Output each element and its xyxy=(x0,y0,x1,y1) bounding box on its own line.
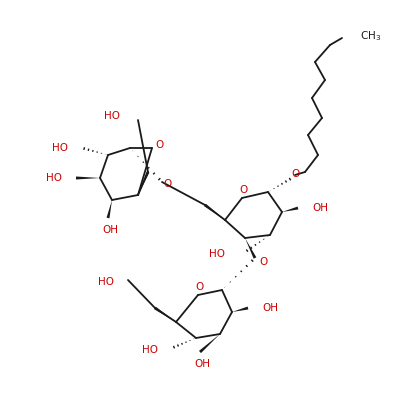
Polygon shape xyxy=(154,307,176,322)
Polygon shape xyxy=(199,334,220,353)
Polygon shape xyxy=(245,238,256,259)
Text: O: O xyxy=(292,169,300,179)
Text: HO: HO xyxy=(46,173,62,183)
Polygon shape xyxy=(138,172,149,195)
Text: OH: OH xyxy=(194,359,210,369)
Polygon shape xyxy=(76,176,100,180)
Text: HO: HO xyxy=(209,249,225,259)
Text: HO: HO xyxy=(98,277,114,287)
Text: O: O xyxy=(259,257,267,267)
Polygon shape xyxy=(232,306,248,312)
Text: O: O xyxy=(156,140,164,150)
Text: OH: OH xyxy=(312,203,328,213)
Text: OH: OH xyxy=(262,303,278,313)
Text: HO: HO xyxy=(142,345,158,355)
Text: HO: HO xyxy=(104,111,120,121)
Text: O: O xyxy=(239,185,247,195)
Text: CH$_3$: CH$_3$ xyxy=(360,29,381,43)
Text: OH: OH xyxy=(102,225,118,235)
Polygon shape xyxy=(204,204,225,220)
Text: O: O xyxy=(163,179,171,189)
Text: HO: HO xyxy=(52,143,68,153)
Polygon shape xyxy=(106,200,112,218)
Text: O: O xyxy=(195,282,203,292)
Polygon shape xyxy=(282,206,298,212)
